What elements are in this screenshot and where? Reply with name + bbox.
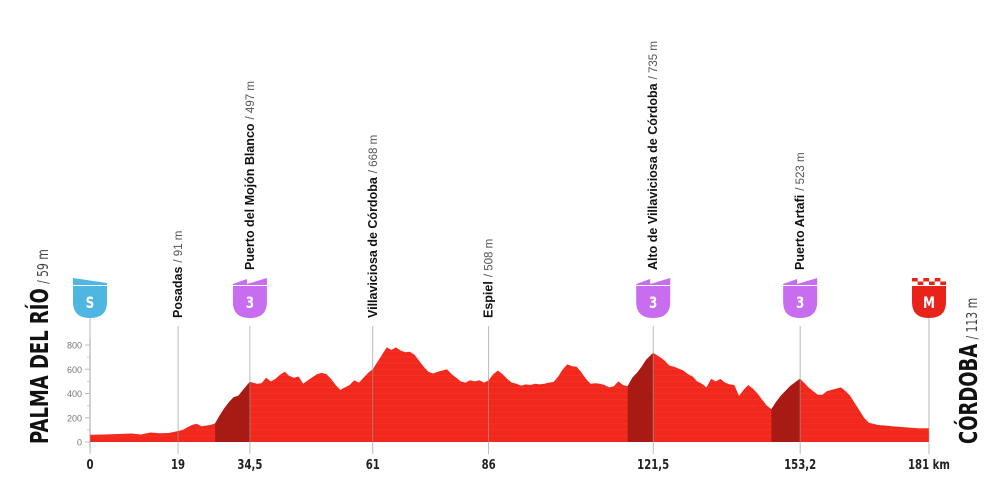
start-shield-icon-letter: S [86, 294, 95, 312]
elevation-area [90, 347, 929, 442]
waypoint-label: Puerto del Mojón Blanco / 497 m [243, 81, 257, 270]
waypoint-label: Alto de Villaviciosa de Córdoba / 735 m [646, 41, 660, 270]
finish-shield-icon-body [912, 286, 946, 318]
waypoint-name: Espiel [482, 281, 496, 318]
kom-category-shield-icon-body [232, 286, 267, 318]
checker-square [940, 281, 946, 285]
finish-shield-icon-letter: M [923, 294, 935, 312]
x-tick-label: 19 [171, 457, 185, 473]
x-tick-label: 0 [86, 457, 93, 473]
kom-category-shield-icon: 3 [636, 278, 671, 318]
elevation-area-path [90, 347, 929, 442]
checker-square [917, 281, 924, 285]
waypoint-guide-lines [89, 316, 930, 454]
start-location-label: PALMA DEL RÍO / 59 m [25, 249, 55, 444]
waypoint-elevation: / 508 m [484, 239, 496, 277]
kom-category-shield-icon-letter: 3 [649, 294, 657, 312]
x-tick-label: 121,5 [637, 457, 669, 473]
waypoint-label: Puerto Artafi / 523 m [793, 152, 807, 270]
start-location-label-elevation: / 59 m [35, 249, 52, 284]
kom-category-shield-icon: 3 [232, 278, 267, 318]
x-axis: 0 19 34,5 61 86 121,5 153,2 181 km [86, 457, 950, 473]
finish-location-label-elevation: / 113 m [964, 298, 981, 340]
climb-section [771, 378, 801, 442]
finish-shield-icon: M [912, 278, 946, 318]
waypoint-elevation: / 497 m [245, 81, 257, 119]
waypoint-name: Puerto Artafi [793, 195, 807, 270]
kom-flag [783, 278, 818, 285]
y-tick-label: 600 [67, 365, 82, 375]
finish-location-label-name: CÓRDOBA [954, 344, 984, 444]
kom-flag [636, 278, 671, 285]
waypoint-elevation: / 523 m [795, 152, 807, 190]
kom-category-shield-icon: 3 [783, 278, 818, 318]
waypoint-name: Posadas [171, 267, 185, 318]
start-shield-icon-body [73, 286, 107, 318]
x-tick-label: 61 [366, 457, 380, 473]
climb-section [627, 352, 654, 442]
x-tick-label: 153,2 [784, 457, 816, 473]
start-flag [73, 278, 107, 285]
x-tick-label: 86 [482, 457, 496, 473]
waypoint-elevation: / 668 m [368, 135, 380, 173]
waypoint-name: Villaviciosa de Córdoba [366, 176, 380, 318]
kom-category-shield-icon-letter: 3 [246, 294, 254, 312]
y-tick-label: 200 [67, 413, 82, 423]
y-tick-label: 0 [77, 438, 82, 448]
kom-category-shield-icon-letter: 3 [796, 294, 804, 312]
checker-square [912, 278, 918, 282]
finish-location-label: CÓRDOBA / 113 m [954, 298, 984, 444]
y-tick-label: 400 [67, 389, 82, 399]
waypoint-elevation: / 735 m [648, 41, 660, 79]
badges: S M 3 3 3 [73, 278, 946, 318]
start-finish-labels: PALMA DEL RÍO / 59 m CÓRDOBA / 113 m [25, 249, 984, 444]
y-axis: 0 200 400 600 800 [67, 338, 91, 448]
start-location-label-name: PALMA DEL RÍO [25, 288, 55, 444]
checker-square [923, 278, 929, 282]
waypoint-elevation: / 91 m [173, 231, 185, 263]
checker-square [934, 278, 941, 282]
waypoint-name: Alto de Villaviciosa de Córdoba [646, 82, 660, 270]
x-tick-label: 181 km [908, 457, 950, 473]
kom-category-shield-icon-body [783, 286, 818, 318]
waypoint-label: Posadas / 91 m [171, 231, 185, 318]
climb-section [215, 381, 250, 442]
waypoint-label: Villaviciosa de Córdoba / 668 m [366, 135, 380, 318]
waypoint-name: Puerto del Mojón Blanco [243, 123, 257, 270]
kom-category-shield-icon-body [636, 286, 671, 318]
start-shield-icon: S [73, 278, 107, 318]
x-tick-label: 34,5 [237, 457, 262, 473]
kom-flag [232, 278, 267, 285]
checker-square [929, 281, 935, 285]
waypoint-labels: Posadas / 91 m Puerto del Mojón Blanco / 49… [171, 41, 807, 318]
y-tick-label: 800 [67, 341, 82, 351]
waypoint-label: Espiel / 508 m [482, 239, 496, 318]
